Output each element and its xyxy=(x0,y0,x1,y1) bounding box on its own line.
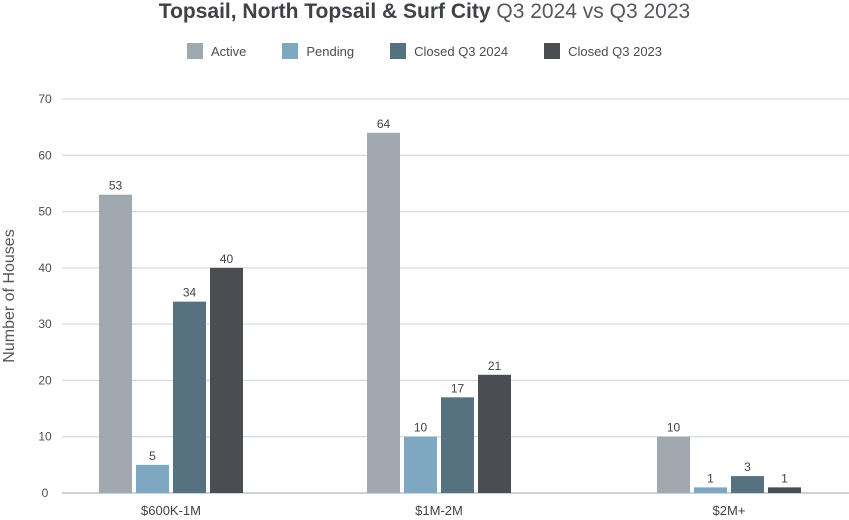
y-tick-label: 50 xyxy=(38,205,52,219)
bar xyxy=(404,436,437,493)
legend-swatch-closed-2024 xyxy=(390,43,407,59)
bar xyxy=(210,267,243,493)
legend-swatch-pending xyxy=(282,43,299,59)
data-label: 64 xyxy=(377,117,391,131)
x-tick-label: $1M-2M xyxy=(415,503,463,518)
y-tick-label: 20 xyxy=(38,373,52,387)
chart-subtitle: Q3 2024 vs Q3 2023 xyxy=(496,0,691,23)
bar xyxy=(478,374,511,493)
bar xyxy=(99,194,132,493)
bar xyxy=(136,464,169,493)
legend: Active Pending Closed Q3 2024 Closed Q3 … xyxy=(0,43,849,59)
legend-item-pending: Pending xyxy=(282,43,354,59)
legend-item-closed-2024: Closed Q3 2024 xyxy=(390,43,508,59)
y-tick-label: 40 xyxy=(38,261,52,275)
bar xyxy=(441,397,474,493)
data-label: 5 xyxy=(149,449,156,463)
legend-label-active: Active xyxy=(210,43,247,59)
y-tick-label: 60 xyxy=(38,148,52,162)
bar xyxy=(694,487,727,493)
x-tick-label: $600K-1M xyxy=(141,503,201,518)
data-label: 21 xyxy=(488,359,502,373)
y-tick-label: 30 xyxy=(38,317,52,331)
data-label: 34 xyxy=(183,286,197,300)
y-axis-title: Number of Houses xyxy=(1,229,18,362)
bar xyxy=(768,487,801,493)
y-tick-label: 10 xyxy=(38,430,52,444)
data-label: 1 xyxy=(707,471,714,485)
legend-swatch-active xyxy=(186,43,203,59)
data-label: 10 xyxy=(667,421,681,435)
bar xyxy=(367,132,400,493)
legend-swatch-closed-2023 xyxy=(544,43,561,59)
bar xyxy=(731,476,764,493)
legend-item-closed-2023: Closed Q3 2023 xyxy=(544,43,662,59)
legend-label-pending: Pending xyxy=(306,43,355,59)
bar xyxy=(173,301,206,493)
data-label: 40 xyxy=(220,252,234,266)
data-label: 1 xyxy=(781,471,788,485)
chart-title-line: Topsail, North Topsail & Surf City Q3 20… xyxy=(0,0,849,24)
data-label: 10 xyxy=(414,421,428,435)
chart-title: Topsail, North Topsail & Surf City xyxy=(158,0,491,23)
y-tick-label: 0 xyxy=(42,486,49,500)
x-tick-label: $2M+ xyxy=(713,503,746,518)
data-label: 3 xyxy=(744,460,751,474)
data-label: 53 xyxy=(109,179,123,193)
legend-label-closed-2024: Closed Q3 2024 xyxy=(414,43,509,59)
legend-item-active: Active xyxy=(186,43,247,59)
bar xyxy=(657,436,690,493)
y-tick-label: 70 xyxy=(38,92,52,106)
data-label: 17 xyxy=(451,381,465,395)
legend-label-closed-2023: Closed Q3 2023 xyxy=(568,43,663,59)
